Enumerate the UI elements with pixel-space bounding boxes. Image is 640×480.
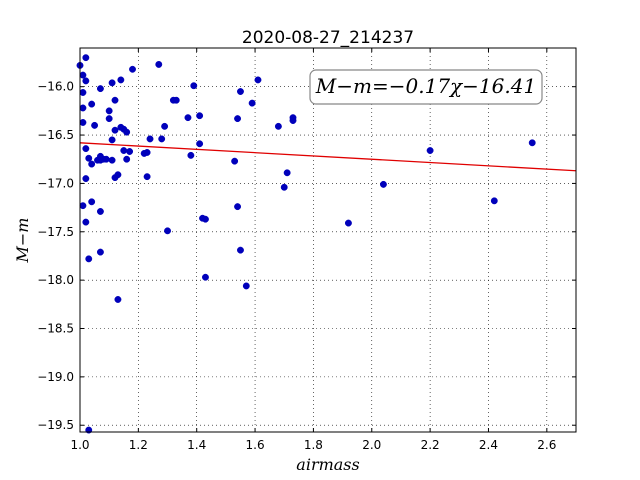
x-tick-label: 1.2 [129, 438, 148, 452]
data-point [82, 175, 90, 183]
data-point [234, 115, 242, 123]
grid-lines [79, 48, 576, 432]
tick-marks [79, 48, 576, 432]
data-point [96, 85, 104, 93]
data-point [120, 147, 128, 154]
x-tick-label: 1.4 [187, 438, 206, 452]
fit-line [79, 142, 577, 172]
data-point [82, 77, 90, 85]
x-tick-label: 2.6 [537, 438, 556, 452]
data-point [105, 115, 113, 123]
data-point [82, 218, 90, 226]
data-point [88, 198, 96, 206]
data-point [108, 156, 116, 164]
annotation-box [309, 69, 543, 105]
data-point [146, 135, 154, 143]
data-point [231, 157, 239, 165]
data-point [111, 96, 119, 104]
fit-annotation: M−m=−0.17χ−16.41 [309, 69, 543, 105]
data-point [237, 246, 244, 254]
y-tick-label: −16.0 [37, 80, 74, 94]
data-points [76, 54, 536, 434]
data-point [85, 154, 93, 162]
data-point [164, 227, 171, 235]
data-point [490, 197, 498, 205]
data-point [117, 76, 125, 84]
data-point [280, 183, 288, 191]
data-point [108, 136, 116, 144]
data-point [426, 147, 434, 154]
data-point [283, 169, 291, 177]
data-point [105, 107, 113, 115]
data-point [344, 219, 352, 227]
data-point [82, 145, 90, 153]
x-axis-label: airmass [296, 455, 359, 474]
data-point [172, 96, 180, 104]
data-point [79, 202, 87, 210]
y-tick-label: −18.0 [37, 273, 74, 287]
data-point [79, 71, 87, 79]
data-point [96, 208, 104, 215]
data-point [196, 112, 204, 120]
y-tick-labels: −16.0 −16.5 −17.0 −17.5 −18.0 −18.5 −19.0 −19.5 [37, 80, 74, 433]
data-point [202, 273, 209, 281]
data-point [528, 139, 536, 147]
data-point [242, 282, 250, 290]
data-point [114, 296, 122, 303]
data-point [274, 122, 282, 130]
data-point [190, 82, 198, 90]
data-point [289, 114, 297, 122]
data-point [108, 79, 116, 87]
y-tick-label: −17.0 [37, 176, 74, 190]
data-point [129, 65, 136, 73]
data-point [184, 114, 192, 122]
data-point [96, 248, 104, 256]
y-tick-label: −17.5 [37, 225, 74, 239]
plot-frame [79, 47, 577, 433]
data-point [102, 155, 110, 163]
data-point [123, 128, 131, 136]
x-tick-label: 1.8 [304, 438, 323, 452]
x-tick-label: 1.6 [246, 438, 265, 452]
y-tick-label: −19.0 [37, 370, 74, 384]
data-point [114, 171, 122, 179]
data-point [202, 215, 209, 223]
fit-line-group [79, 142, 577, 172]
data-point [234, 203, 242, 211]
y-tick-label: −16.5 [37, 128, 74, 142]
data-point [237, 88, 244, 95]
data-point [85, 255, 93, 263]
data-point [254, 76, 262, 84]
data-point [143, 173, 151, 181]
data-point [126, 148, 134, 155]
data-point [111, 126, 119, 134]
data-point [79, 89, 87, 96]
data-point [79, 104, 87, 112]
x-tick-label: 2.2 [421, 438, 440, 452]
x-tick-label: 2.4 [479, 438, 498, 452]
data-point [88, 160, 96, 168]
y-tick-label: −19.5 [37, 418, 74, 432]
annotation-text: M−m=−0.17χ−16.41 [315, 74, 536, 98]
data-point [161, 122, 169, 130]
data-point [379, 180, 387, 188]
data-point [88, 100, 96, 108]
data-point [82, 54, 90, 62]
data-point [248, 99, 256, 107]
data-point [123, 155, 131, 163]
data-point [196, 140, 204, 148]
x-tick-labels: 1.0 1.2 1.4 1.6 1.8 2.0 2.2 2.4 2.6 [70, 438, 556, 452]
data-point [155, 60, 163, 68]
data-point [187, 151, 195, 159]
x-tick-label: 2.0 [362, 438, 381, 452]
x-tick-label: 1.0 [70, 438, 89, 452]
data-point [158, 135, 166, 143]
y-axis-label: M−m [13, 218, 32, 264]
data-point [143, 149, 151, 156]
data-point [79, 119, 87, 126]
data-point [91, 121, 99, 129]
chart-title: 2020-08-27_214237 [242, 28, 414, 48]
y-tick-label: −18.5 [37, 322, 74, 336]
